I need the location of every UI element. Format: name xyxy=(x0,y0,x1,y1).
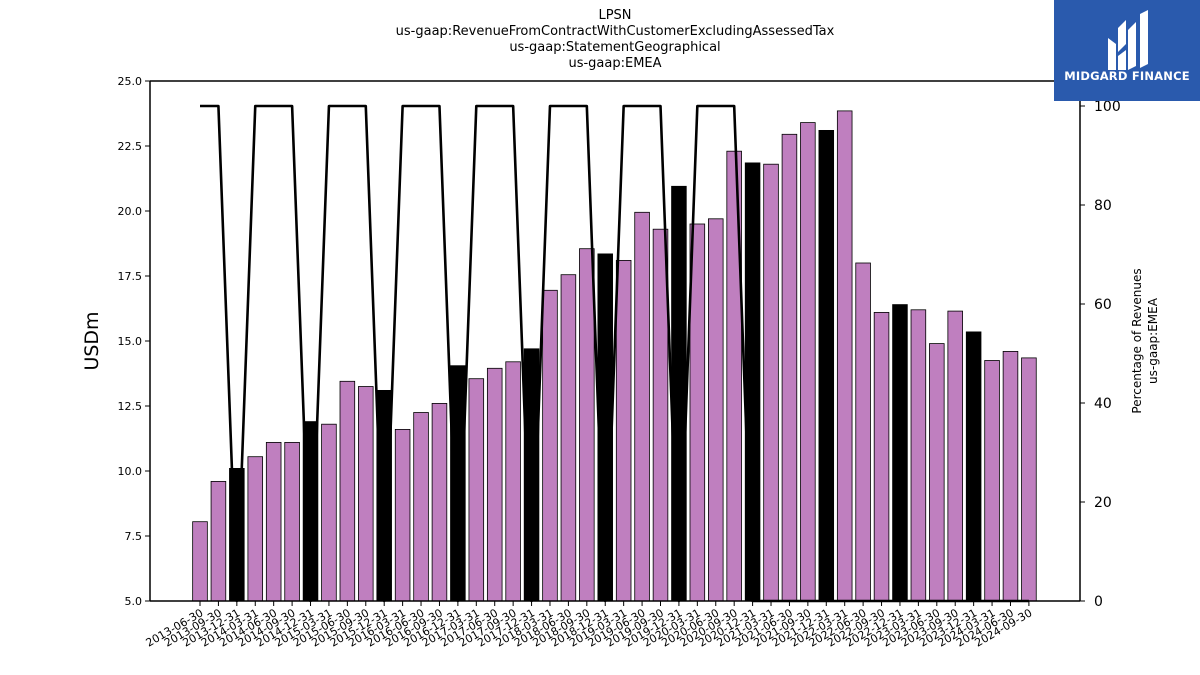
y-tick-label: 25.0 xyxy=(118,75,143,88)
logo-mark-icon xyxy=(1108,10,1148,70)
bar-2021-09-30 xyxy=(800,122,816,602)
bar-2021-12-31 xyxy=(818,129,835,602)
bar-2022-03-31 xyxy=(836,110,853,602)
chart-title-line-3: us-gaap:StatementGeographical xyxy=(509,40,721,55)
bar-2023-12-31 xyxy=(965,331,982,602)
y-tick-label: 17.5 xyxy=(118,270,143,283)
y2-tick-label: 20 xyxy=(1094,495,1112,511)
bar-2020-06-30 xyxy=(708,218,724,602)
logo-text: MIDGARD FINANCE xyxy=(1064,69,1190,83)
y2-tick-label: 100 xyxy=(1094,99,1121,115)
bar-2016-06-30 xyxy=(413,412,429,602)
bar-2022-06-30 xyxy=(855,262,871,602)
y2-tick-label: 60 xyxy=(1094,297,1112,313)
bar-2024-03-31 xyxy=(984,360,1000,602)
y2-axis-label-line-1: Percentage of Revenues xyxy=(1130,268,1144,413)
y-tick-label: 10.0 xyxy=(118,465,143,478)
bar-2013-06-30 xyxy=(192,521,208,602)
bar-2020-03-31 xyxy=(689,223,706,602)
y2-tick-label: 80 xyxy=(1094,198,1112,214)
bar-2017-03-31 xyxy=(468,378,485,602)
bar-2019-06-30 xyxy=(634,211,650,602)
bar-2013-09-30 xyxy=(210,480,227,602)
bar-2014-03-31 xyxy=(247,456,264,602)
bar-2023-03-31 xyxy=(910,309,927,602)
y-axis-label: USDm xyxy=(81,311,103,370)
y-tick-label: 15.0 xyxy=(118,335,143,348)
bar-2019-12-31 xyxy=(671,185,687,602)
bar-2014-09-30 xyxy=(284,441,300,602)
y-ticks-group: 5.0 7.5 10.0 12.5 15.0 17.5 20.0 22.5 25.0 xyxy=(118,75,150,608)
bar-2022-12-31 xyxy=(892,304,908,602)
bar-2024-09-30 xyxy=(1021,357,1037,602)
y-tick-label: 20.0 xyxy=(118,205,143,218)
y-tick-label: 12.5 xyxy=(118,400,143,413)
bar-2017-06-30 xyxy=(486,367,503,602)
bar-2021-03-31 xyxy=(763,163,779,602)
y-tick-label: 5.0 xyxy=(125,595,143,608)
midgard-finance-logo: MIDGARD FINANCE xyxy=(1054,0,1200,101)
bar-2022-09-30 xyxy=(873,311,890,602)
bar-2016-03-31 xyxy=(394,428,411,602)
bar-group xyxy=(192,110,1037,602)
chart-title-line-1: LPSN xyxy=(598,8,632,23)
bar-2015-09-30 xyxy=(358,386,374,602)
bar-2015-06-30 xyxy=(339,380,356,602)
y2-axis-label-line-2: us-gaap:EMEA xyxy=(1146,297,1160,384)
bar-2018-03-31 xyxy=(542,289,558,602)
y2-tick-label: 0 xyxy=(1094,594,1103,610)
bar-2019-03-31 xyxy=(615,259,632,602)
bar-2019-09-30 xyxy=(652,228,669,602)
bar-2021-06-30 xyxy=(781,133,798,602)
bar-2024-06-30 xyxy=(1002,350,1019,602)
bar-2023-09-30 xyxy=(947,310,963,602)
bar-2018-09-30 xyxy=(579,248,595,602)
bar-2014-06-30 xyxy=(265,441,282,602)
bar-2015-03-31 xyxy=(321,423,337,602)
bar-2018-12-31 xyxy=(597,253,613,602)
chart-title-line-2: us-gaap:RevenueFromContractWithCustomerE… xyxy=(395,24,835,39)
y2-ticks-group: 0 20 40 60 80 100 xyxy=(1080,99,1121,610)
y-tick-label: 7.5 xyxy=(125,530,143,543)
y-tick-label: 22.5 xyxy=(118,140,143,153)
chart-title-line-4: us-gaap:EMEA xyxy=(568,56,662,71)
bar-2023-06-30 xyxy=(929,343,945,602)
bar-2018-06-30 xyxy=(560,274,577,602)
bar-2016-09-30 xyxy=(431,402,448,602)
bar-2017-09-30 xyxy=(505,361,521,602)
y2-tick-label: 40 xyxy=(1094,396,1112,412)
x-ticks-group: 2013-06-302013-09-302013-12-312014-03-31… xyxy=(144,601,1034,650)
bar-2020-12-31 xyxy=(744,162,761,602)
